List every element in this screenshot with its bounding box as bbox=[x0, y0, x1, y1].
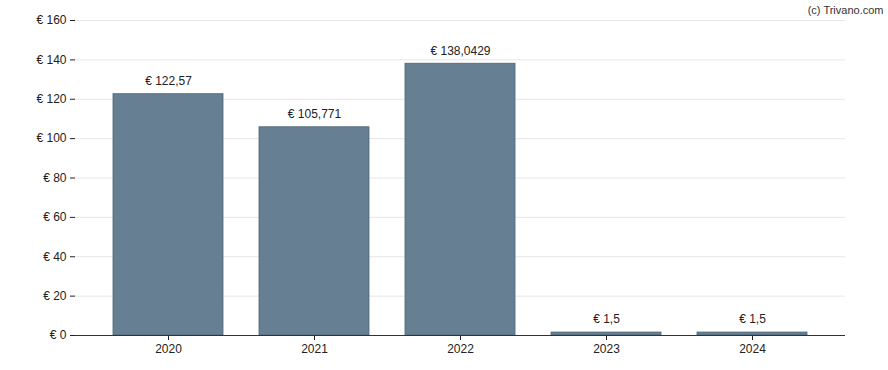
svg-text:2024: 2024 bbox=[739, 342, 766, 356]
svg-text:€ 120: € 120 bbox=[36, 92, 66, 106]
svg-text:€ 160: € 160 bbox=[36, 13, 66, 27]
svg-text:€ 122,57: € 122,57 bbox=[145, 74, 192, 88]
svg-text:€ 0: € 0 bbox=[50, 328, 67, 342]
svg-text:€ 140: € 140 bbox=[36, 53, 66, 67]
svg-text:€ 1,5: € 1,5 bbox=[593, 312, 620, 326]
svg-text:€ 20: € 20 bbox=[43, 289, 67, 303]
svg-text:2022: 2022 bbox=[447, 342, 474, 356]
svg-text:€ 40: € 40 bbox=[43, 250, 67, 264]
svg-text:€ 1,5: € 1,5 bbox=[739, 312, 766, 326]
svg-text:€ 60: € 60 bbox=[43, 210, 67, 224]
svg-text:€ 100: € 100 bbox=[36, 131, 66, 145]
svg-text:€ 138,0429: € 138,0429 bbox=[430, 44, 490, 58]
svg-text:€ 80: € 80 bbox=[43, 171, 67, 185]
svg-text:€ 105,771: € 105,771 bbox=[288, 107, 342, 121]
svg-text:(c) Trivano.com: (c) Trivano.com bbox=[808, 4, 884, 16]
svg-text:2023: 2023 bbox=[593, 342, 620, 356]
svg-text:2021: 2021 bbox=[301, 342, 328, 356]
svg-text:2020: 2020 bbox=[155, 342, 182, 356]
